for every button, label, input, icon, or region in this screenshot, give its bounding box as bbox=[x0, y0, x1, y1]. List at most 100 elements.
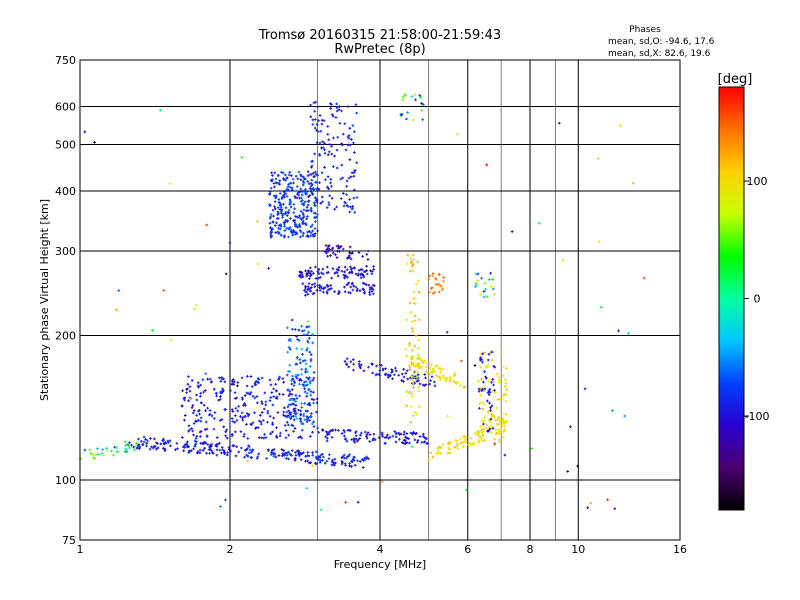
data-point bbox=[476, 279, 480, 282]
data-point bbox=[378, 363, 382, 367]
data-point bbox=[210, 380, 213, 384]
data-point bbox=[488, 387, 492, 391]
data-point bbox=[181, 389, 184, 392]
data-point bbox=[96, 453, 100, 456]
data-point bbox=[316, 426, 319, 430]
data-point bbox=[310, 422, 314, 426]
data-point bbox=[354, 431, 357, 435]
data-point bbox=[313, 234, 316, 238]
data-point bbox=[468, 441, 472, 445]
data-point bbox=[435, 374, 438, 377]
data-point bbox=[494, 428, 498, 432]
data-point bbox=[345, 184, 348, 188]
data-point bbox=[309, 382, 312, 385]
data-point bbox=[491, 278, 494, 281]
data-point bbox=[301, 222, 305, 226]
data-point bbox=[310, 397, 314, 401]
data-point bbox=[325, 290, 329, 294]
data-point bbox=[208, 447, 212, 451]
data-point bbox=[355, 289, 359, 293]
data-point bbox=[212, 417, 216, 420]
data-point bbox=[505, 367, 508, 370]
data-point bbox=[417, 362, 420, 366]
data-point bbox=[339, 177, 343, 181]
data-point bbox=[433, 290, 437, 294]
data-point bbox=[371, 270, 374, 273]
data-point bbox=[305, 415, 309, 418]
data-point bbox=[308, 230, 311, 233]
data-point bbox=[287, 235, 290, 239]
data-point bbox=[183, 443, 186, 447]
data-point bbox=[176, 447, 179, 450]
data-point bbox=[224, 434, 227, 438]
data-point bbox=[384, 372, 388, 376]
data-point bbox=[292, 409, 296, 413]
data-point bbox=[259, 414, 262, 417]
data-point bbox=[317, 267, 320, 271]
data-point bbox=[481, 386, 485, 390]
data-point bbox=[249, 391, 253, 394]
data-point bbox=[296, 225, 299, 229]
data-point bbox=[343, 122, 347, 126]
data-point bbox=[330, 276, 334, 280]
data-point bbox=[480, 358, 483, 361]
data-point bbox=[310, 273, 313, 276]
data-point bbox=[619, 124, 622, 128]
data-point bbox=[180, 404, 184, 408]
data-point bbox=[297, 436, 301, 439]
data-point bbox=[204, 420, 208, 424]
data-point bbox=[110, 449, 113, 453]
data-point bbox=[409, 421, 413, 424]
data-point bbox=[342, 428, 346, 432]
data-point bbox=[311, 430, 314, 434]
data-point bbox=[356, 287, 359, 291]
data-point bbox=[208, 445, 211, 449]
data-point bbox=[196, 381, 200, 385]
data-point bbox=[350, 138, 353, 141]
data-point bbox=[394, 435, 398, 439]
data-point bbox=[431, 292, 435, 295]
data-point bbox=[349, 205, 352, 209]
data-point bbox=[306, 388, 310, 392]
data-point bbox=[353, 211, 357, 214]
data-point bbox=[530, 447, 533, 450]
data-point bbox=[299, 419, 303, 423]
data-point bbox=[298, 214, 301, 218]
data-point bbox=[215, 436, 219, 439]
data-point bbox=[359, 366, 362, 370]
data-point bbox=[288, 198, 292, 201]
data-point bbox=[276, 411, 280, 414]
data-point bbox=[339, 197, 343, 200]
data-point bbox=[289, 185, 292, 189]
data-point bbox=[227, 448, 231, 451]
data-point bbox=[477, 389, 481, 393]
data-point bbox=[289, 417, 292, 420]
data-point bbox=[273, 171, 277, 175]
data-point bbox=[500, 412, 504, 415]
data-point bbox=[356, 438, 360, 442]
data-point bbox=[215, 392, 218, 395]
data-point bbox=[352, 141, 355, 145]
data-point bbox=[355, 111, 358, 115]
data-point bbox=[229, 389, 232, 392]
data-point bbox=[410, 320, 414, 323]
data-point bbox=[215, 394, 218, 398]
data-point bbox=[368, 440, 372, 443]
data-point bbox=[230, 408, 234, 411]
data-point bbox=[269, 186, 273, 190]
data-point bbox=[240, 411, 244, 415]
data-point bbox=[285, 453, 289, 457]
data-point bbox=[334, 253, 337, 256]
data-point bbox=[331, 458, 334, 462]
data-point bbox=[312, 425, 316, 428]
data-point bbox=[343, 276, 346, 279]
data-point bbox=[485, 163, 488, 167]
data-point bbox=[481, 360, 484, 364]
data-point bbox=[480, 436, 483, 440]
data-point bbox=[333, 154, 336, 158]
data-point bbox=[365, 264, 368, 268]
data-point bbox=[368, 286, 372, 290]
data-point bbox=[306, 288, 309, 291]
data-point bbox=[438, 367, 442, 370]
x-axis-ticks: 1 2 4 6 8 10 16 bbox=[77, 543, 688, 556]
